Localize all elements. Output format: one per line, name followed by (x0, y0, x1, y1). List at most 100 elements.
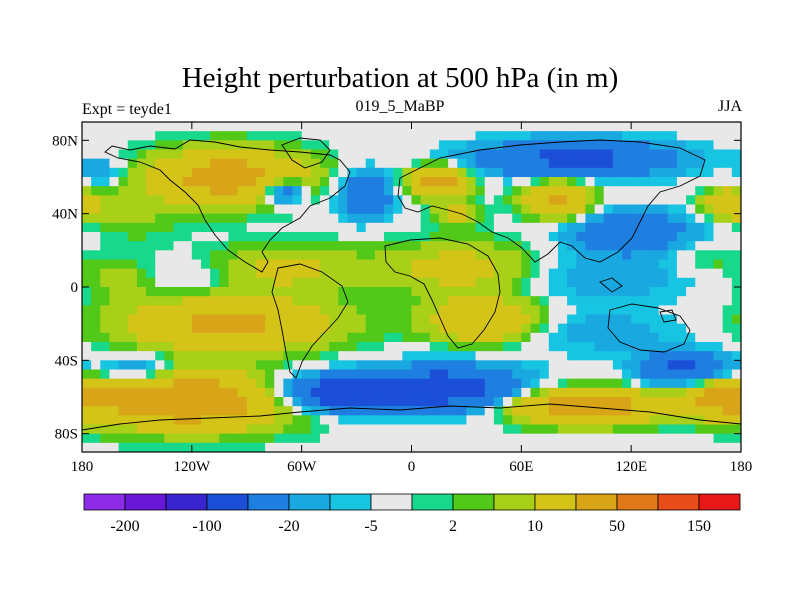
field-cell (100, 277, 111, 288)
field-cell (319, 387, 330, 398)
field-cell (731, 149, 741, 160)
field-cell (146, 140, 156, 151)
field-cell (731, 397, 741, 407)
field-cell (420, 342, 431, 352)
field-cell (109, 433, 120, 444)
field-cell (640, 424, 651, 435)
field-cell (365, 415, 376, 426)
field-cell (402, 387, 413, 398)
field-cell (200, 158, 211, 169)
field-cell (402, 314, 413, 325)
field-cell (695, 424, 705, 435)
field-cell (365, 268, 376, 279)
field-cell (484, 406, 495, 416)
field-cell (429, 204, 440, 215)
field-cell (191, 241, 202, 251)
field-cell (210, 332, 220, 343)
field-cell (512, 186, 522, 196)
field-cell (484, 332, 495, 343)
field-cell (82, 222, 92, 233)
field-cell (155, 131, 165, 141)
field-cell (448, 360, 458, 371)
field-cell (191, 277, 202, 288)
field-cell (484, 433, 495, 444)
field-cell (237, 323, 248, 334)
field-cell (393, 195, 403, 206)
field-cell (594, 140, 605, 151)
field-cell (402, 204, 413, 215)
field-cell (658, 277, 669, 288)
field-cell (219, 204, 230, 215)
field-cell (310, 213, 321, 224)
field-cell (493, 378, 504, 389)
field-cell (164, 351, 175, 361)
field-cell (136, 332, 147, 343)
field-cell (319, 442, 330, 452)
field-cell (109, 250, 120, 261)
field-cell (155, 277, 165, 288)
field-cell (448, 195, 458, 206)
field-cell (210, 213, 220, 224)
field-cell (228, 433, 239, 444)
field-cell (365, 314, 376, 325)
field-cell (567, 140, 577, 151)
field-cell (667, 268, 678, 279)
field-cell (384, 222, 394, 233)
field-cell (713, 204, 724, 215)
field-cell (191, 397, 202, 407)
field-cell (420, 232, 431, 242)
field-cell (594, 378, 605, 389)
field-cell (631, 158, 641, 169)
field-cell (292, 332, 303, 343)
field-cell (384, 424, 394, 435)
field-cell (631, 424, 641, 435)
field-cell (292, 167, 303, 178)
field-cell (713, 213, 724, 224)
field-cell (200, 305, 211, 316)
field-cell (219, 287, 230, 297)
field-cell (118, 186, 129, 196)
field-cell (585, 177, 596, 187)
field-cell (283, 140, 294, 151)
field-cell (136, 360, 147, 371)
field-cell (347, 387, 358, 398)
field-cell (622, 232, 632, 242)
field-cell (612, 378, 623, 389)
field-cell (246, 424, 257, 435)
field-cell (722, 296, 733, 306)
field-cell (475, 222, 486, 233)
field-cell (191, 287, 202, 297)
field-cell (594, 149, 605, 160)
field-cell (493, 131, 504, 141)
field-cell (704, 342, 715, 352)
field-cell (228, 277, 239, 288)
field-cell (704, 415, 715, 426)
field-cell (118, 241, 129, 251)
field-cell (457, 369, 468, 380)
field-cell (365, 397, 376, 407)
field-cell (676, 369, 687, 380)
field-cell (448, 369, 458, 380)
field-cell (420, 387, 431, 398)
field-cell (146, 131, 156, 141)
field-cell (704, 186, 715, 196)
field-cell (219, 397, 230, 407)
field-cell (136, 177, 147, 187)
field-cell (365, 213, 376, 224)
field-cell (136, 158, 147, 169)
field-cell (109, 149, 120, 160)
field-cell (567, 195, 577, 206)
field-cell (695, 442, 705, 452)
field-cell (283, 222, 294, 233)
field-cell (182, 140, 193, 151)
field-cell (548, 195, 559, 206)
field-cell (210, 369, 220, 380)
field-cell (118, 433, 129, 444)
continent-outlines (82, 137, 741, 431)
field-cell (539, 287, 550, 297)
field-cell (118, 415, 129, 426)
field-cell (731, 323, 741, 334)
field-cell (512, 222, 522, 233)
field-cell (274, 167, 284, 178)
field-cell (585, 232, 596, 242)
